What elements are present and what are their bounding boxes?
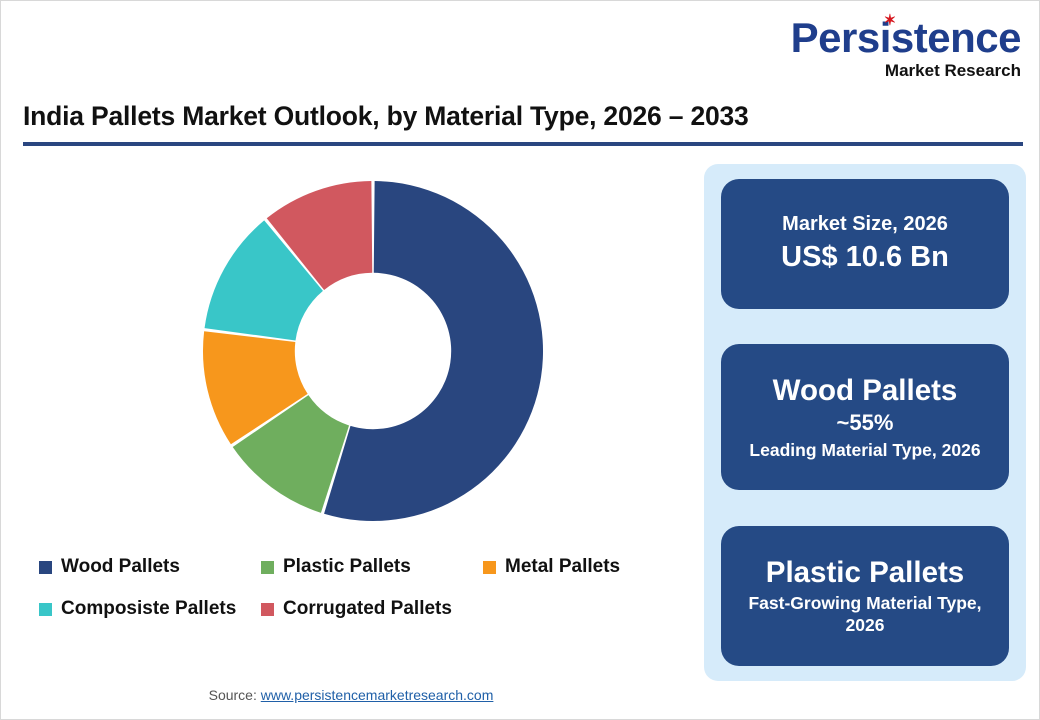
highlights-panel: Market Size, 2026 US$ 10.6 Bn Wood Palle… [704,164,1026,681]
legend-label-composiste-pallets: Composiste Pallets [61,598,237,619]
market-size-label: Market Size, 2026 [782,213,948,236]
donut-slice-wood-pallets[interactable] [324,181,544,522]
legend-item-plastic-pallets[interactable]: Plastic Pallets [261,556,483,578]
legend-item-wood-pallets[interactable]: Wood Pallets [39,556,261,578]
logo-star-icon: ✶ [883,12,897,29]
company-logo: Persistence ✶ Market Research [790,12,1022,80]
logo-wordmark-text: Persistence [790,14,1022,61]
chart-area [21,161,681,561]
donut-chart-svg [202,181,544,522]
fast-growing-material-note: Fast-Growing Material Type, 2026 [748,592,982,635]
legend-swatch-plastic-pallets [261,560,274,574]
source-footer: Source: www.persistencemarketresearch.co… [1,687,701,703]
legend-item-corrugated-pallets[interactable]: Corrugated Pallets [261,598,452,620]
legend-swatch-composiste-pallets [39,602,52,616]
legend-label-plastic-pallets: Plastic Pallets [283,556,411,577]
source-link[interactable]: www.persistencemarketresearch.com [260,687,494,703]
donut-slice-composiste-pallets[interactable] [204,220,323,341]
card-fast-growing-material-type: Plastic Pallets Fast-Growing Material Ty… [721,526,1009,666]
source-label: Source: [208,687,261,703]
market-size-value: US$ 10.6 Bn [781,241,949,274]
donut-slices [202,181,544,522]
donut-chart [201,179,545,523]
logo-tagline: Market Research [884,61,1021,80]
donut-slice-metal-pallets[interactable] [202,331,308,445]
legend-item-composiste-pallets[interactable]: Composiste Pallets [39,598,261,620]
legend-row-1: Wood Pallets Plastic Pallets Metal Palle… [39,546,699,588]
legend-swatch-metal-pallets [483,560,496,574]
donut-slice-corrugated-pallets[interactable] [266,181,373,290]
legend-swatch-wood-pallets [39,560,52,574]
leading-material-note: Leading Material Type, 2026 [749,439,981,460]
legend-label-corrugated-pallets: Corrugated Pallets [283,598,452,619]
page-title: India Pallets Market Outlook, by Materia… [23,101,749,131]
fast-growing-material-name: Plastic Pallets [765,556,965,590]
title-divider [23,142,1023,146]
legend-label-wood-pallets: Wood Pallets [61,556,180,577]
card-leading-material-type: Wood Pallets ~55% Leading Material Type,… [721,344,1009,490]
legend-swatch-corrugated-pallets [261,602,274,616]
legend-item-metal-pallets[interactable]: Metal Pallets [483,556,620,578]
leading-material-name: Wood Pallets [772,373,958,407]
logo-wordmark: Persistence ✶ [790,12,1022,61]
legend-row-2: Composiste Pallets Corrugated Pallets [39,588,699,630]
legend-label-metal-pallets: Metal Pallets [505,556,621,577]
leading-material-share: ~55% [836,409,894,435]
donut-slice-plastic-pallets[interactable] [232,395,350,513]
card-market-size: Market Size, 2026 US$ 10.6 Bn [721,179,1009,309]
chart-legend: Wood Pallets Plastic Pallets Metal Palle… [39,546,699,630]
title-block: India Pallets Market Outlook, by Materia… [23,101,1023,146]
